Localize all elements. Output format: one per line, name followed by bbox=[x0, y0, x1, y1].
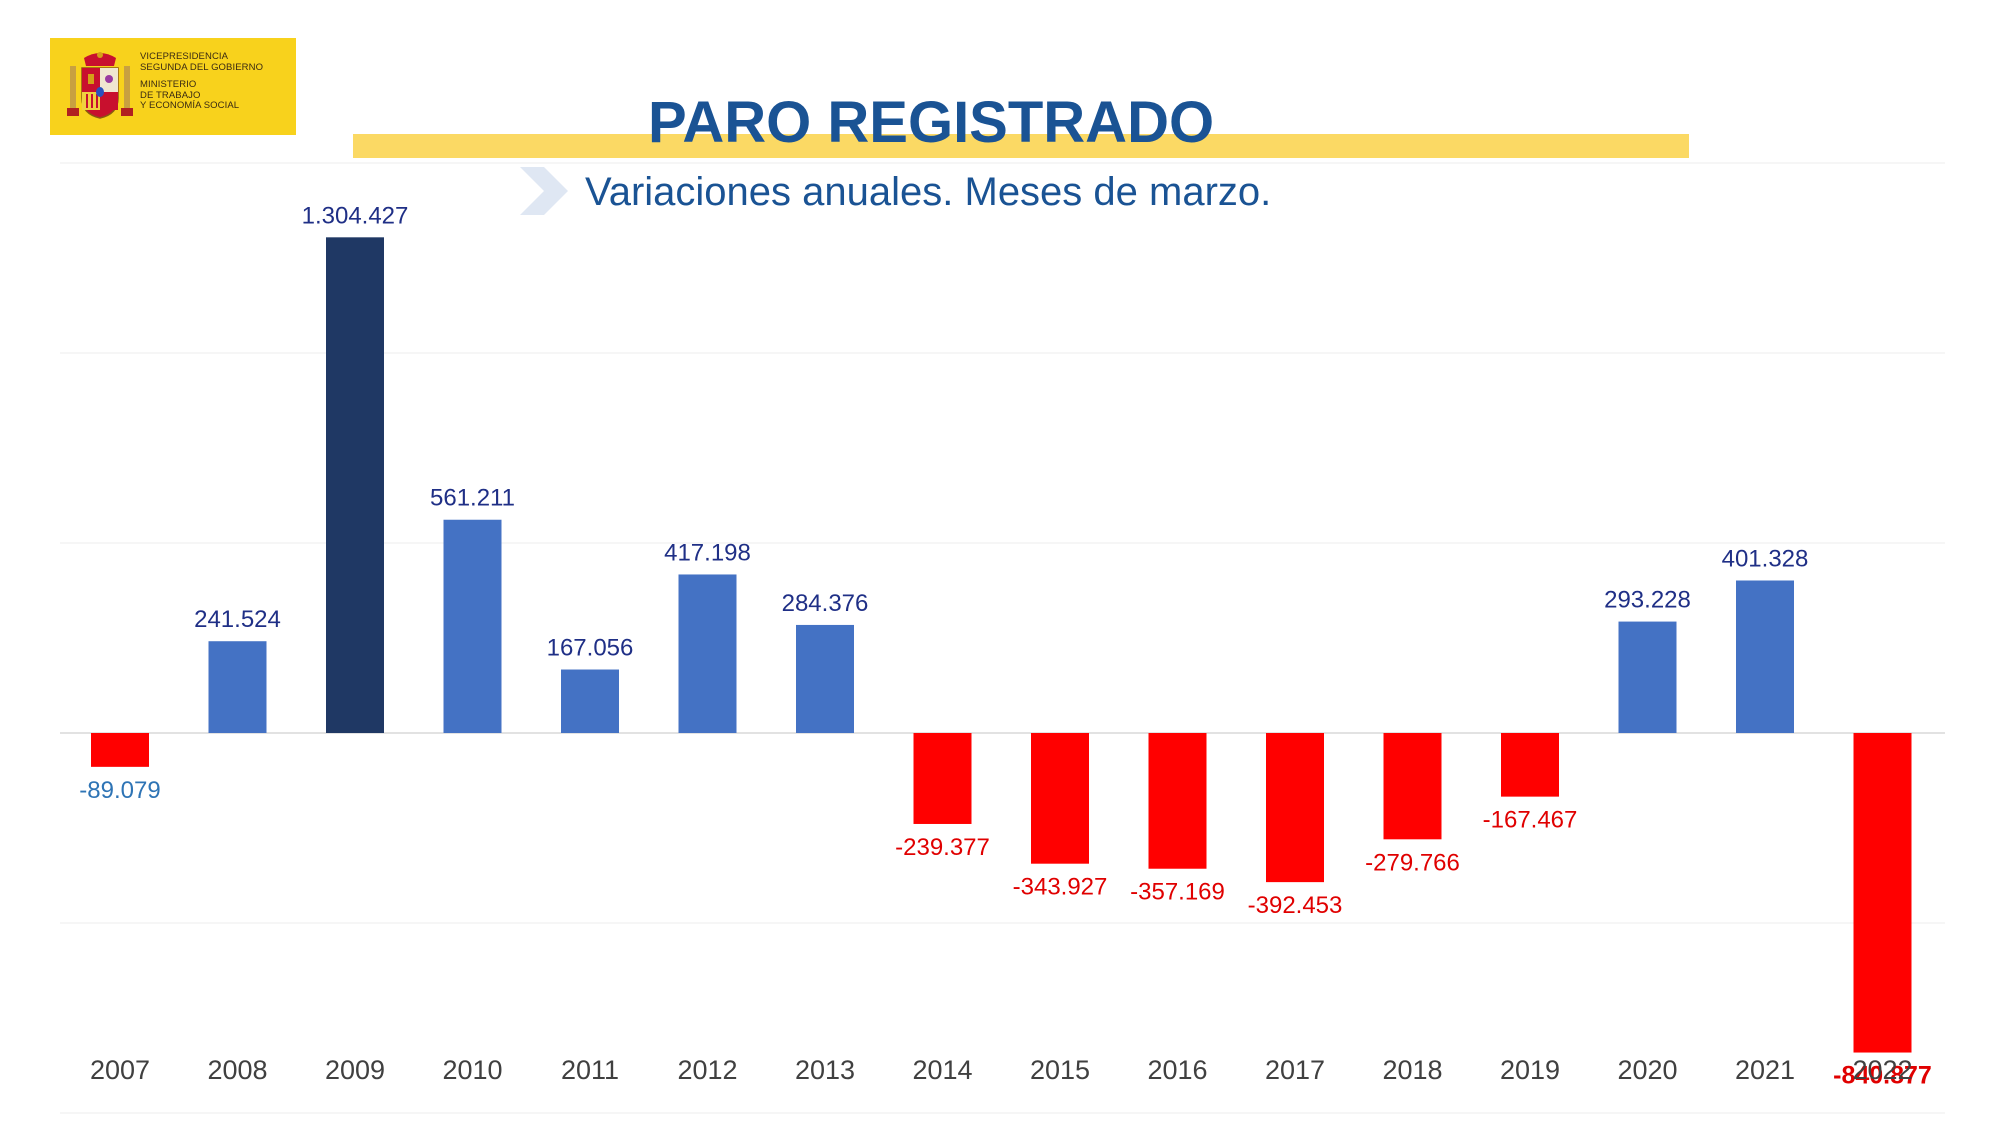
x-tick-label-2009: 2009 bbox=[325, 1055, 385, 1085]
x-tick-label-2021: 2021 bbox=[1735, 1055, 1795, 1085]
logo-line: VICEPRESIDENCIA bbox=[140, 51, 229, 62]
x-tick-label-2019: 2019 bbox=[1500, 1055, 1560, 1085]
data-label-2017: -392.453 bbox=[1248, 892, 1343, 919]
data-label-2022: -840.877 bbox=[1833, 1062, 1932, 1090]
data-label-2014: -239.377 bbox=[895, 834, 990, 861]
bar-2015 bbox=[1031, 733, 1089, 864]
data-label-2007: -89.079 bbox=[79, 777, 160, 804]
bar-2010 bbox=[443, 519, 502, 733]
bar-2017 bbox=[1266, 733, 1324, 883]
bar-2019 bbox=[1501, 733, 1559, 797]
x-tick-label-2018: 2018 bbox=[1382, 1055, 1442, 1085]
data-label-2018: -279.766 bbox=[1365, 849, 1460, 876]
bar-2021 bbox=[1736, 580, 1794, 733]
data-label-2013: 284.376 bbox=[782, 590, 869, 617]
logo-line: Y ECONOMÍA SOCIAL bbox=[140, 100, 240, 111]
coat-of-arms-icon bbox=[67, 52, 133, 119]
x-tick-label-2022: 2022 bbox=[1852, 1055, 1912, 1085]
bar-2008 bbox=[208, 641, 267, 733]
x-tick-label-2014: 2014 bbox=[912, 1055, 972, 1085]
data-label-2021: 401.328 bbox=[1722, 545, 1809, 572]
ministry-logo: VICEPRESIDENCIA SEGUNDA DEL GOBIERNO MIN… bbox=[50, 38, 296, 135]
bar-2018 bbox=[1383, 733, 1442, 840]
data-label-2016: -357.169 bbox=[1130, 879, 1225, 906]
x-tick-label-2007: 2007 bbox=[90, 1055, 150, 1085]
bar-2016 bbox=[1148, 733, 1207, 869]
bar-2013 bbox=[796, 624, 854, 733]
data-label-2012: 417.198 bbox=[664, 539, 751, 566]
x-tick-label-2015: 2015 bbox=[1030, 1055, 1090, 1085]
logo-line: DE TRABAJO bbox=[140, 89, 201, 101]
data-label-2020: 293.228 bbox=[1604, 587, 1691, 614]
x-tick-label-2008: 2008 bbox=[207, 1055, 267, 1085]
bar-2007 bbox=[91, 733, 149, 767]
page-title: PARO REGISTRADO bbox=[648, 90, 1215, 155]
logo-line: SEGUNDA DEL GOBIERNO bbox=[140, 61, 264, 73]
x-tick-label-2017: 2017 bbox=[1265, 1055, 1325, 1085]
x-tick-label-2012: 2012 bbox=[677, 1055, 737, 1085]
bar-2011 bbox=[561, 669, 619, 733]
x-tick-label-2013: 2013 bbox=[795, 1055, 855, 1085]
data-label-2015: -343.927 bbox=[1013, 874, 1108, 901]
logo-line: MINISTERIO bbox=[140, 79, 197, 90]
x-tick-label-2020: 2020 bbox=[1617, 1055, 1677, 1085]
title-underline-bar bbox=[353, 134, 1689, 158]
logo-text: VICEPRESIDENCIA SEGUNDA DEL GOBIERNO MIN… bbox=[140, 51, 290, 112]
x-tick-label-2010: 2010 bbox=[442, 1055, 502, 1085]
data-label-2010: 561.211 bbox=[430, 485, 515, 512]
bar-2022 bbox=[1853, 733, 1912, 1053]
x-tick-label-2016: 2016 bbox=[1147, 1055, 1207, 1085]
data-label-2011: 167.056 bbox=[547, 635, 634, 662]
data-label-2019: -167.467 bbox=[1483, 807, 1578, 834]
x-tick-label-2011: 2011 bbox=[561, 1055, 619, 1085]
data-label-2008: 241.524 bbox=[194, 606, 281, 633]
data-label-2009: 1.304.427 bbox=[302, 202, 409, 229]
bar-2020 bbox=[1618, 621, 1677, 733]
page-subtitle: Variaciones anuales. Meses de marzo. bbox=[585, 170, 1272, 214]
chevron-right-icon bbox=[520, 167, 568, 215]
bar-2012 bbox=[678, 574, 737, 733]
bar-2014 bbox=[913, 733, 972, 824]
bar-2009 bbox=[326, 237, 384, 733]
